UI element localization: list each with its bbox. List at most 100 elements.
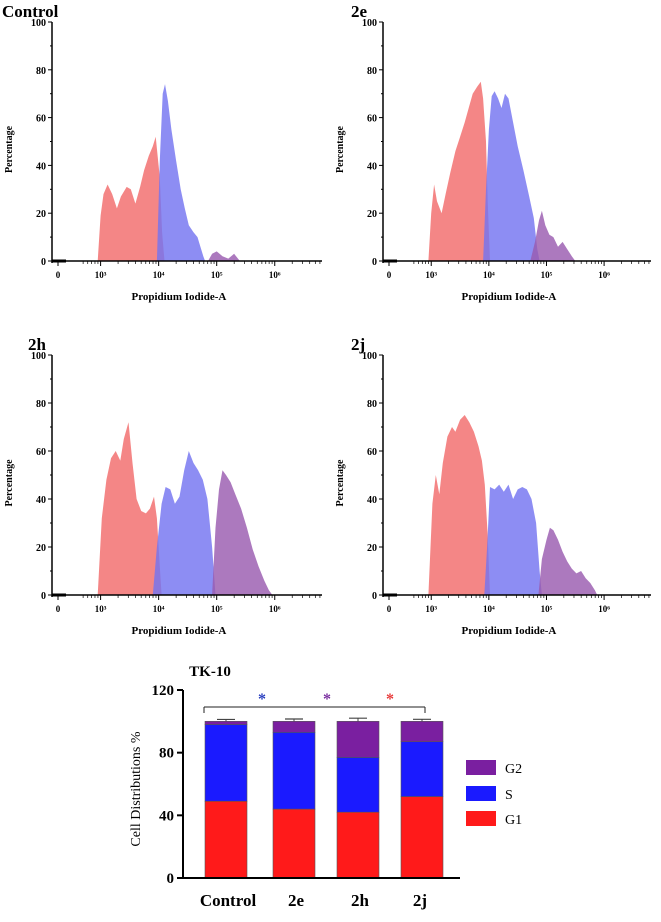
y-tick-label: 20 — [367, 209, 377, 220]
y-tick-label: 60 — [36, 447, 46, 458]
bar-2j-g1 — [400, 796, 444, 879]
x-tick-label: 10⁵ — [211, 270, 223, 280]
y-tick-label: 60 — [367, 114, 377, 125]
legend-label-s: S — [505, 788, 513, 803]
bar-y-tick-label: 40 — [159, 808, 174, 824]
bar-2e-g1 — [272, 808, 316, 879]
y-tick-label: 0 — [41, 591, 46, 602]
y-tick-label: 80 — [36, 66, 46, 77]
bar-y-axis-label: Cell Distributions % — [129, 731, 144, 846]
series-g1-area — [428, 81, 490, 261]
bar-2e-s — [272, 731, 316, 810]
y-tick-label: 80 — [367, 399, 377, 410]
bar-2h-s — [336, 757, 380, 813]
y-tick-label: 100 — [362, 351, 377, 362]
x-tick-label: 10³ — [425, 270, 437, 280]
x-tick-label: 10⁶ — [269, 270, 281, 280]
category-label: 2h — [351, 891, 370, 910]
x-axis-label: Propidium Iodide-A — [462, 625, 557, 637]
x-tick-label: 0 — [387, 270, 392, 280]
x-tick-label: 10⁶ — [598, 270, 610, 280]
y-tick-label: 40 — [36, 161, 46, 172]
series-g1-area — [428, 415, 490, 595]
legend-swatch-s — [466, 786, 496, 801]
y-axis-label: Percentage — [4, 125, 15, 173]
x-tick-label: 10⁴ — [483, 270, 495, 280]
bar-y-tick-label: 0 — [167, 871, 175, 887]
legend-label-g1: G1 — [505, 813, 522, 828]
y-tick-label: 0 — [372, 257, 377, 268]
x-axis-label: Propidium Iodide-A — [462, 291, 557, 303]
panel-title: 2e — [351, 2, 368, 21]
y-tick-label: 100 — [31, 351, 46, 362]
x-tick-label: 10⁵ — [541, 270, 553, 280]
y-tick-label: 60 — [367, 447, 377, 458]
bar-2h-g2 — [336, 721, 380, 758]
y-tick-label: 0 — [372, 591, 377, 602]
y-tick-label: 80 — [36, 399, 46, 410]
bar-2j-s — [400, 741, 444, 797]
bar-2j-g2 — [400, 721, 444, 742]
y-axis-label: Percentage — [4, 459, 15, 507]
x-tick-label: 10⁴ — [153, 604, 165, 614]
x-tick-label: 10³ — [95, 270, 107, 280]
y-tick-label: 80 — [367, 66, 377, 77]
histogram-Control: Control 0 20 40 60 80 100 0 10³ 10⁴ 10⁵ 10⁶ Propidiu… — [2, 2, 322, 303]
chart-title: TK-10 — [189, 664, 231, 680]
y-tick-label: 20 — [367, 543, 377, 554]
series-s-area — [484, 484, 542, 595]
category-label: Control — [200, 891, 257, 910]
y-tick-label: 100 — [31, 18, 46, 29]
y-tick-label: 100 — [362, 18, 377, 29]
panel-title: Control — [2, 2, 59, 21]
panel-title: 2j — [351, 335, 365, 354]
y-tick-label: 40 — [367, 161, 377, 172]
category-label: 2e — [288, 891, 305, 910]
y-tick-label: 20 — [36, 543, 46, 554]
bar-2e-g2 — [272, 721, 316, 733]
y-tick-label: 20 — [36, 209, 46, 220]
x-tick-label: 0 — [387, 604, 392, 614]
x-tick-label: 10⁴ — [153, 270, 165, 280]
series-g2-area — [538, 527, 598, 595]
histogram-2e: 2e 0 20 40 60 80 100 0 10³ 10⁴ 10⁵ 10⁶ Propidium Iod… — [335, 2, 651, 303]
x-tick-label: 10⁶ — [598, 604, 610, 614]
series-g1-area — [97, 422, 162, 595]
series-g2-area — [212, 470, 273, 595]
histogram-2h: 2h 0 20 40 60 80 100 0 10³ 10⁴ 10⁵ 10⁶ Propidium Iod… — [4, 335, 322, 637]
x-axis-label: Propidium Iodide-A — [131, 625, 226, 637]
x-tick-label: 0 — [56, 270, 61, 280]
x-tick-label: 10³ — [425, 604, 437, 614]
legend-label-g2: G2 — [505, 762, 522, 777]
y-axis-label: Percentage — [335, 125, 346, 173]
series-g2-area — [208, 251, 240, 261]
x-tick-label: 10⁵ — [541, 604, 553, 614]
y-tick-label: 40 — [36, 495, 46, 506]
x-tick-label: 10⁶ — [269, 604, 281, 614]
x-tick-label: 10³ — [95, 604, 107, 614]
series-s-area — [156, 84, 206, 261]
x-tick-label: 10⁴ — [483, 604, 495, 614]
bar-y-tick-label: 80 — [159, 746, 174, 762]
legend-swatch-g2 — [466, 760, 496, 775]
series-g2-area — [530, 210, 576, 261]
y-axis-label: Percentage — [335, 459, 346, 507]
significance-asterisk: * — [258, 691, 266, 708]
y-tick-label: 60 — [36, 114, 46, 125]
legend-swatch-g1 — [466, 811, 496, 826]
significance-asterisk: * — [386, 691, 394, 708]
significance-asterisk: * — [323, 691, 331, 708]
panel-title: 2h — [28, 335, 47, 354]
bar-control-g2 — [204, 721, 248, 725]
x-tick-label: 10⁵ — [211, 604, 223, 614]
bar-control-g1 — [204, 800, 248, 879]
series-s-area — [152, 451, 216, 595]
stacked-bar-chart: TK-10 Control 2e 2h 2j 0 40 80 120 Cell Distribut… — [129, 664, 522, 910]
x-axis-label: Propidium Iodide-A — [131, 291, 226, 303]
x-tick-label: 0 — [56, 604, 61, 614]
bar-2h-g1 — [336, 811, 380, 879]
category-label: 2j — [413, 891, 427, 910]
series-s-area — [483, 91, 540, 261]
bar-y-tick-label: 120 — [152, 683, 175, 699]
